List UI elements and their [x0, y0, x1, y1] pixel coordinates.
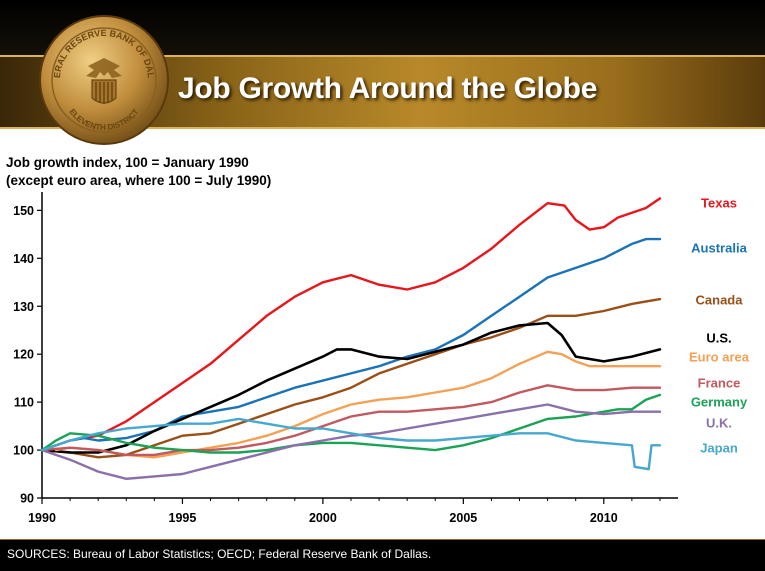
legend-label-australia: Australia: [691, 241, 747, 256]
legend-label-u-s: U.S.: [706, 331, 731, 346]
y-tick-label: 120: [13, 348, 34, 362]
federal-reserve-seal-icon: FEDERAL RESERVE BANK OF DALLAS ELEVENTH …: [38, 14, 169, 145]
y-axis-label-line-2: (except euro area, where 100 = July 1990…: [6, 173, 272, 188]
sources-note: SOURCES: Bureau of Labor Statistics; OEC…: [7, 547, 432, 561]
legend-label-france: France: [698, 376, 741, 391]
page-title: Job Growth Around the Globe: [178, 72, 598, 105]
legend-label-japan: Japan: [700, 441, 738, 456]
x-tick-label: 1995: [169, 511, 197, 525]
y-tick-label: 110: [14, 396, 34, 410]
series-line-japan: [40, 417, 662, 471]
legend-label-u-k: U.K.: [706, 416, 732, 431]
x-tick-label: 1990: [28, 511, 56, 525]
series-line-euro-area: [54, 350, 662, 459]
x-tick-label: 2005: [449, 511, 477, 525]
y-axis-label: Job growth index, 100 = January 1990 (ex…: [6, 154, 271, 190]
y-axis-label-line-1: Job growth index, 100 = January 1990: [6, 155, 249, 170]
footer: SOURCES: Bureau of Labor Statistics; OEC…: [0, 539, 765, 571]
series-line-france: [40, 384, 662, 457]
y-tick-label: 100: [13, 444, 34, 458]
legend-label-euro-area: Euro area: [689, 350, 750, 365]
y-tick-label: 90: [20, 492, 34, 506]
series-line-texas: [40, 197, 662, 452]
y-tick-label: 130: [13, 300, 34, 314]
x-tick-label: 2010: [590, 511, 618, 525]
series-line-canada: [40, 297, 662, 459]
legend-label-canada: Canada: [696, 293, 744, 308]
series-line-u-k: [40, 403, 662, 480]
legend-label-germany: Germany: [691, 395, 748, 410]
legend-label-texas: Texas: [701, 196, 737, 211]
series-line-australia: [40, 237, 662, 452]
y-tick-label: 140: [13, 252, 34, 266]
y-tick-label: 150: [13, 204, 34, 218]
x-tick-label: 2000: [309, 511, 337, 525]
series-line-u-s: [40, 321, 662, 454]
